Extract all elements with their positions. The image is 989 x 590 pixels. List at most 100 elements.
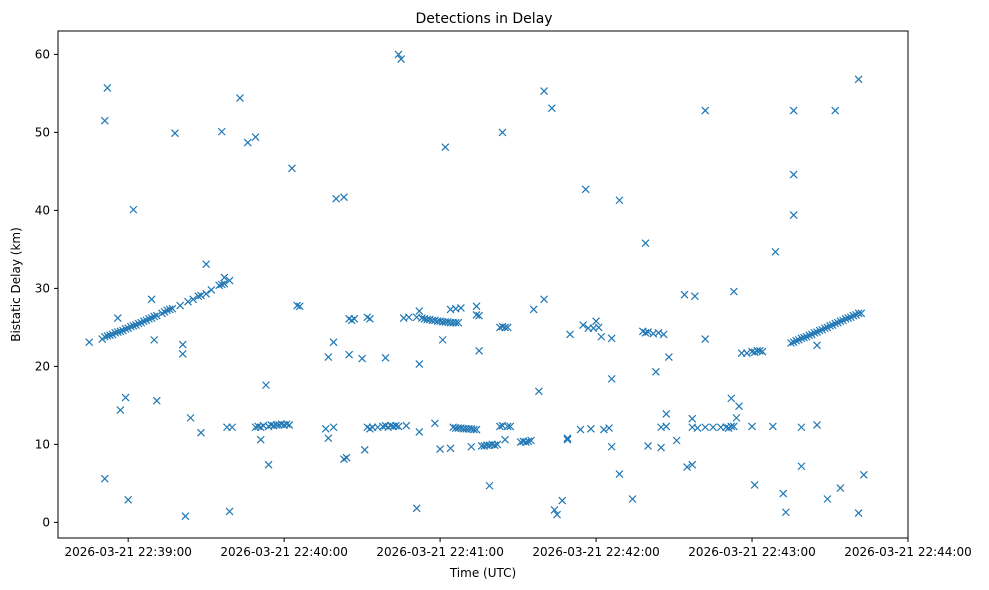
data-point — [607, 374, 616, 383]
data-point — [641, 239, 650, 248]
data-point — [607, 442, 616, 451]
data-point — [165, 305, 174, 314]
chart-title: Detections in Delay — [415, 11, 552, 27]
data-point — [797, 423, 806, 432]
data-point — [550, 505, 559, 514]
x-tick-label: 2026-03-21 22:43:00 — [688, 545, 815, 559]
data-point — [805, 331, 814, 340]
data-point — [672, 436, 681, 445]
data-point — [594, 323, 603, 332]
data-point — [844, 314, 853, 322]
data-point — [85, 338, 94, 347]
x-tick-label: 2026-03-21 22:41:00 — [376, 545, 503, 559]
data-point — [358, 354, 367, 363]
data-point — [641, 328, 650, 337]
data-point — [197, 291, 205, 300]
y-tick-label: 60 — [35, 47, 50, 61]
data-point — [332, 194, 341, 203]
data-point — [529, 305, 538, 314]
data-point — [688, 460, 697, 469]
y-tick-label: 30 — [35, 281, 50, 295]
data-point — [129, 321, 138, 330]
data-point — [566, 330, 575, 339]
data-point — [615, 470, 624, 478]
data-point — [402, 421, 411, 430]
data-point — [831, 319, 840, 328]
data-point — [256, 435, 265, 444]
data-point — [430, 419, 439, 428]
data-point — [446, 444, 455, 453]
data-point — [813, 420, 821, 429]
data-point — [781, 508, 790, 517]
data-point — [800, 333, 808, 342]
data-point — [797, 462, 806, 471]
x-tick-label: 2026-03-21 22:44:00 — [844, 545, 971, 559]
data-point — [534, 387, 543, 396]
data-point — [831, 106, 840, 115]
data-point — [841, 314, 850, 323]
data-point — [586, 424, 595, 433]
data-point — [467, 442, 476, 451]
data-point — [111, 328, 120, 337]
data-point — [438, 335, 447, 344]
data-point — [495, 422, 504, 431]
data-point — [295, 302, 304, 311]
data-point — [503, 323, 512, 332]
data-point — [116, 327, 125, 336]
data-point — [324, 434, 333, 443]
data-point — [293, 301, 302, 310]
data-point — [688, 414, 697, 423]
data-point — [100, 116, 109, 125]
data-point — [262, 381, 270, 390]
data-point — [150, 335, 159, 344]
data-point — [597, 332, 606, 341]
data-point — [644, 328, 652, 337]
data-point — [324, 353, 333, 361]
x-tick-label: 2026-03-21 22:39:00 — [64, 545, 191, 559]
data-point — [475, 346, 484, 355]
data-point — [194, 292, 203, 301]
data-point — [197, 428, 205, 437]
data-point — [654, 328, 663, 337]
data-point — [735, 402, 743, 411]
data-point — [176, 301, 185, 310]
data-point — [607, 334, 616, 343]
data-point — [282, 420, 291, 429]
data-point — [113, 314, 122, 322]
data-point — [854, 75, 863, 84]
data-point — [748, 422, 756, 431]
data-point — [103, 332, 112, 340]
data-point — [854, 309, 863, 318]
data-point — [758, 347, 767, 356]
data-point — [854, 509, 863, 517]
data-point — [126, 322, 135, 331]
data-point — [129, 205, 138, 214]
data-point — [217, 127, 226, 136]
data-point — [225, 276, 234, 285]
data-point — [742, 349, 751, 358]
data-point — [524, 437, 533, 446]
data-point — [381, 353, 390, 362]
data-point — [701, 335, 710, 344]
data-point — [415, 307, 424, 315]
data-point — [683, 463, 691, 471]
data-point — [106, 331, 114, 340]
data-point — [404, 313, 413, 322]
data-point — [475, 311, 484, 320]
data-point — [360, 445, 369, 454]
y-tick-label: 0 — [42, 515, 50, 529]
data-point — [792, 336, 801, 345]
data-point — [771, 247, 780, 256]
data-point — [139, 317, 148, 326]
data-point — [415, 427, 424, 436]
data-point — [501, 435, 510, 444]
data-point — [342, 453, 351, 462]
data-point — [412, 504, 421, 513]
data-point — [321, 424, 330, 433]
data-point — [243, 138, 252, 147]
axis-ticks: 2026-03-21 22:39:00 2026-03-21 22:40:00 20… — [35, 47, 972, 559]
data-point — [755, 346, 764, 355]
data-point — [451, 318, 460, 327]
data-point — [100, 332, 109, 341]
data-point — [202, 289, 211, 298]
